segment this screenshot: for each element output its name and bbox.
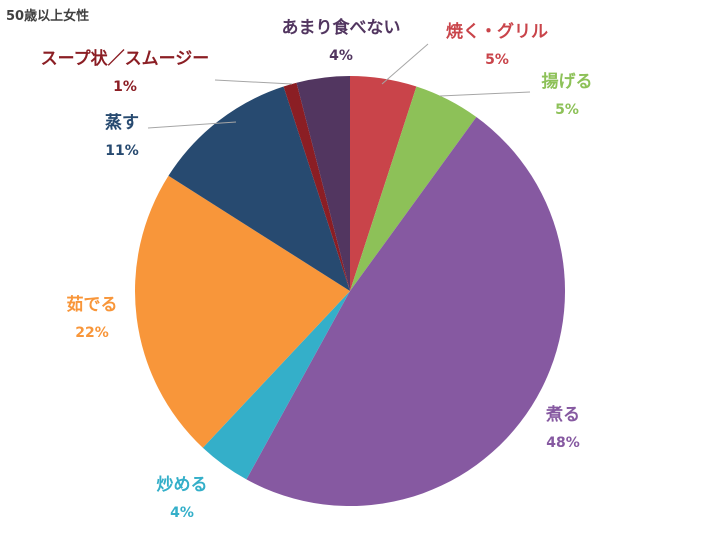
slice-value-label: 4% <box>329 48 353 64</box>
slice-label: 焼く・グリル <box>446 21 548 42</box>
slice-value-label: 5% <box>555 102 579 118</box>
slice-label: 炒める <box>157 475 208 495</box>
slice-label: 茹でる <box>67 294 118 315</box>
slice-label: あまり食べない <box>282 17 401 38</box>
pie-slice <box>202 291 350 480</box>
slice-value-label: 4% <box>170 505 194 521</box>
pie-slice <box>350 76 417 291</box>
leader-lines <box>147 43 531 129</box>
pie-slice <box>168 86 350 292</box>
pie-slice <box>283 82 350 291</box>
slice-label: 蒸す <box>105 113 139 133</box>
slice-value-label: 22% <box>75 325 109 341</box>
slice-labels: 焼く・グリル 5% 揚げる 5% 煮る 48% 炒める 4% 茹でる 22% 蒸す 11% スープ状／ス… <box>41 17 593 521</box>
slice-value-label: 48% <box>546 435 580 451</box>
slice-value-label: 11% <box>105 143 139 159</box>
slice-value-label: 1% <box>113 79 137 95</box>
pie-slice <box>350 86 477 292</box>
pie-slices <box>134 76 566 507</box>
slice-label: 揚げる <box>542 72 593 92</box>
leader-line <box>439 91 531 97</box>
leader-line <box>147 121 237 129</box>
leader-line <box>214 79 293 85</box>
slice-value-label: 5% <box>485 52 509 68</box>
pie-slice <box>246 117 566 507</box>
chart-title: 50歳以上女性 <box>6 8 89 24</box>
leader-line <box>381 43 429 85</box>
pie-slice <box>296 76 350 291</box>
pie-slice <box>134 175 350 448</box>
slice-label: 煮る <box>545 405 580 425</box>
slice-label: スープ状／スムージー <box>41 48 210 69</box>
